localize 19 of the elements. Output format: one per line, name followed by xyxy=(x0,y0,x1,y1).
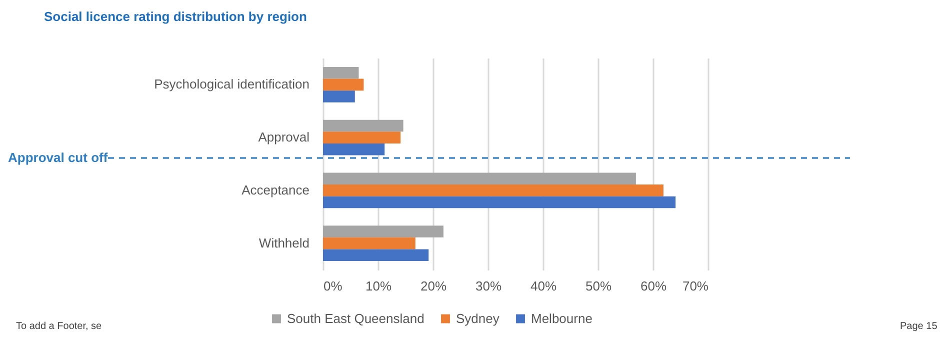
legend-label: South East Queensland xyxy=(287,310,424,326)
x-tick-label: 40% xyxy=(530,278,557,294)
x-tick-label: 20% xyxy=(420,278,447,294)
legend-label: Sydney xyxy=(456,310,500,326)
legend-label: Melbourne xyxy=(531,310,592,326)
text: Approval cut off xyxy=(8,150,108,165)
x-tick-label: 50% xyxy=(585,278,612,294)
x-tick-label: 30% xyxy=(475,278,502,294)
x-tick-label: 70% xyxy=(682,278,709,294)
y-tick-label: Approval xyxy=(258,130,310,145)
text: Social licence rating distribution by region xyxy=(44,9,307,24)
y-tick-label: Psychological identification xyxy=(154,76,310,92)
y-tick-label: Withheld xyxy=(258,235,310,250)
x-tick-label: 10% xyxy=(365,278,392,294)
text: Page 15 xyxy=(900,321,938,332)
x-tick-label: 0% xyxy=(324,278,343,294)
y-tick-label: Acceptance xyxy=(242,182,310,198)
x-tick-label: 60% xyxy=(640,278,667,294)
text: To add a Footer, se xyxy=(16,321,102,332)
